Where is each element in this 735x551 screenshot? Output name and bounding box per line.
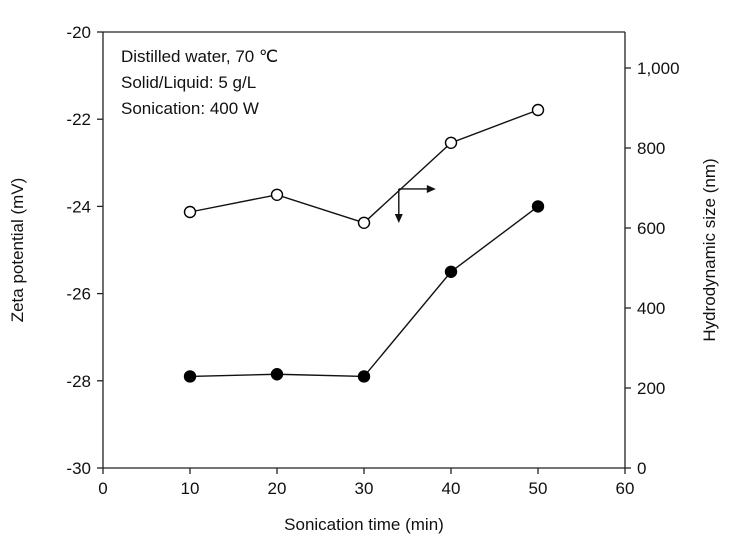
annotation-line-1: Distilled water, 70 ℃ <box>121 47 278 66</box>
y-tick-label: -22 <box>66 110 91 129</box>
axis-indicator-arrows <box>394 184 436 223</box>
zeta-potential-point <box>270 368 284 381</box>
x-tick-label: 60 <box>616 479 635 498</box>
hydrodynamic-size-point <box>531 103 545 117</box>
plot-frame <box>102 31 626 469</box>
hydrodynamic-size-point <box>270 188 284 202</box>
zeta-potential-point <box>444 265 458 278</box>
y2-tick-label: 800 <box>637 139 665 158</box>
x-axis-ticks: 0 10 20 30 40 50 60 <box>98 468 634 498</box>
zeta-potential-point <box>183 370 197 383</box>
zeta-potential-line <box>189 205 539 378</box>
arrow-right-head <box>426 184 436 193</box>
y2-tick-label: 400 <box>637 299 665 318</box>
zeta-potential-point <box>531 200 545 213</box>
hydrodynamic-size-point <box>444 136 458 150</box>
y2-tick-label: 0 <box>637 459 646 478</box>
y-axis-ticks: -30 -28 -26 -24 -22 -20 <box>66 23 103 478</box>
y2-tick-label: 600 <box>637 219 665 238</box>
x-tick-label: 50 <box>529 479 548 498</box>
y-tick-label: -26 <box>66 285 91 304</box>
x-tick-label: 0 <box>98 479 107 498</box>
hydrodynamic-size-point <box>357 216 371 230</box>
x-tick-label: 40 <box>442 479 461 498</box>
x-axis-title: Sonication time (min) <box>284 515 444 534</box>
y-tick-label: -20 <box>66 23 91 42</box>
annotation-line-2: Solid/Liquid: 5 g/L <box>121 73 256 92</box>
y2-axis-title: Hydrodynamic size (nm) <box>700 158 719 341</box>
x-tick-label: 30 <box>355 479 374 498</box>
y-tick-label: -28 <box>66 372 91 391</box>
y2-tick-label: 200 <box>637 379 665 398</box>
hydrodynamic-size-line <box>189 109 539 224</box>
hydrodynamic-size-point <box>183 205 197 219</box>
zeta-potential-point <box>357 370 371 383</box>
annotation-line-3: Sonication: 400 W <box>121 99 259 118</box>
series-group <box>183 103 545 383</box>
x-tick-label: 10 <box>181 479 200 498</box>
y-axis-title: Zeta potential (mV) <box>8 178 27 323</box>
y2-tick-label: 1,000 <box>637 59 680 78</box>
y-tick-label: -24 <box>66 197 91 216</box>
y2-axis-ticks: 0 200 400 600 800 1,000 <box>625 59 680 478</box>
arrow-down-head <box>394 213 403 223</box>
x-tick-label: 20 <box>268 479 287 498</box>
y-tick-label: -30 <box>66 459 91 478</box>
